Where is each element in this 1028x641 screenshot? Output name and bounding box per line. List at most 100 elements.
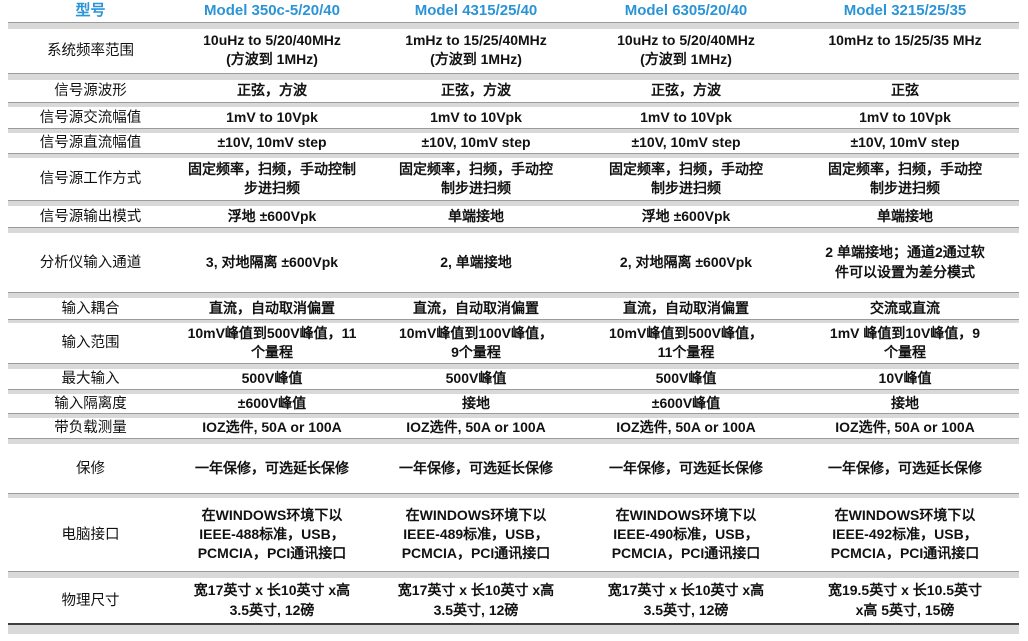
spec-cell: 1mV to 10Vpk xyxy=(226,108,318,125)
row-label: 信号源工作方式 xyxy=(39,171,142,187)
row-separator xyxy=(8,389,1019,394)
table-header-row: 型号 Model 350c-5/20/40 Model 4315/25/40 M… xyxy=(8,0,1019,22)
row-separator xyxy=(8,292,1019,298)
spec-row: 信号源波形 正弦，方波 正弦，方波 正弦，方波 正弦 xyxy=(8,80,1019,102)
spec-cell: ±600V峰值 xyxy=(237,394,307,411)
spec-row: 输入耦合 直流，自动取消偏置 直流，自动取消偏置 直流，自动取消偏置 交流或直流 xyxy=(8,298,1019,319)
row-label: 系统频率范围 xyxy=(47,43,134,59)
spec-cell: 10uHz to 5/20/40MHz (方波到 1MHz) xyxy=(617,32,755,68)
spec-row: 分析仪输入通道 3, 对地隔离 ±600Vpk 2, 单端接地 2, 对地隔离 ±60… xyxy=(8,233,1019,292)
spec-cell: 1mV to 10Vpk xyxy=(430,108,522,125)
spec-cell: 一年保修，可选延长保修 xyxy=(828,459,982,476)
spec-cell: 3, 对地隔离 ±600Vpk xyxy=(205,253,339,270)
spec-cell: ±10V, 10mV step xyxy=(850,134,960,151)
row-label: 信号源交流幅值 xyxy=(39,109,142,126)
row-separator xyxy=(8,227,1019,233)
row-separator xyxy=(8,363,1019,369)
spec-cell: 单端接地 xyxy=(877,207,933,224)
row-label: 输入耦合 xyxy=(61,300,120,317)
spec-cell: IOZ选件, 50A or 100A xyxy=(406,419,546,436)
spec-cell: 固定频率，扫频，手动控 制步进扫频 xyxy=(828,160,982,196)
row-label: 带负载测量 xyxy=(54,420,127,436)
row-separator xyxy=(8,153,1019,158)
spec-cell: 1mV to 10Vpk xyxy=(640,108,732,125)
row-label: 保修 xyxy=(76,460,105,477)
spec-cell: 500V峰值 xyxy=(655,370,717,387)
spec-cell: 一年保修，可选延长保修 xyxy=(609,459,763,476)
spec-row: 最大输入 500V峰值 500V峰值 500V峰值 10V峰值 xyxy=(8,369,1019,389)
spec-row: 信号源工作方式 固定频率，扫频，手动控制 步进扫频 固定频率，扫频，手动控 制步进扫… xyxy=(8,158,1019,200)
spec-cell: 2, 对地隔离 ±600Vpk xyxy=(619,253,753,270)
row-separator xyxy=(8,22,1019,29)
spec-cell: 正弦，方波 xyxy=(237,82,307,99)
spec-cell: 在WINDOWS环境下以 IEEE-490标准，USB， PCMCIA，PCI通… xyxy=(611,506,761,562)
spec-row: 系统频率范围 10uHz to 5/20/40MHz (方波到 1MHz) 1mHz… xyxy=(8,29,1019,73)
table-body: 系统频率范围 10uHz to 5/20/40MHz (方波到 1MHz) 1mHz… xyxy=(8,29,1019,623)
spec-row: 保修 一年保修，可选延长保修 一年保修，可选延长保修 一年保修，可选延长保修 一年保修，… xyxy=(8,444,1019,493)
spec-cell: 正弦，方波 xyxy=(441,82,511,99)
spec-cell: 直流，自动取消偏置 xyxy=(209,299,335,316)
row-separator xyxy=(8,571,1019,578)
spec-row: 信号源直流幅值 ±10V, 10mV step ±10V, 10mV step ±10… xyxy=(8,133,1019,153)
spec-cell: 在WINDOWS环境下以 IEEE-489标准，USB， PCMCIA，PCI通… xyxy=(401,506,551,562)
spec-cell: 接地 xyxy=(891,394,919,411)
spec-cell: 单端接地 xyxy=(448,207,504,224)
spec-cell: 一年保修，可选延长保修 xyxy=(195,459,349,476)
row-label: 输入范围 xyxy=(61,335,120,351)
spec-cell: 2, 单端接地 xyxy=(440,253,512,270)
row-label: 信号源输出模式 xyxy=(39,208,142,225)
spec-row: 带负载测量 IOZ选件, 50A or 100A IOZ选件, 50A or 100… xyxy=(8,418,1019,438)
row-label: 信号源直流幅值 xyxy=(39,135,142,151)
spec-cell: 10mV峰值到500V峰值， 11个量程 xyxy=(608,324,764,360)
spec-cell: 500V峰值 xyxy=(445,370,507,387)
spec-cell: IOZ选件, 50A or 100A xyxy=(202,419,342,436)
spec-row: 信号源输出模式 浮地 ±600Vpk 单端接地 浮地 ±600Vpk 单端接地 xyxy=(8,206,1019,227)
spec-cell: 浮地 ±600Vpk xyxy=(641,207,731,224)
spec-cell: 正弦，方波 xyxy=(651,82,721,99)
row-separator xyxy=(8,128,1019,133)
row-separator xyxy=(8,493,1019,498)
spec-row: 物理尺寸 宽17英寸 x 长10英寸 x高 3.5英寸, 12磅 宽17英寸 x 长… xyxy=(8,578,1019,623)
spec-cell: 2 单端接地；通道2通过软 件可以设置为差分模式 xyxy=(825,244,985,280)
spec-cell: 正弦 xyxy=(891,82,919,99)
row-separator xyxy=(8,102,1019,107)
spec-row: 输入范围 10mV峰值到500V峰值，11 个量程 10mV峰值到100V峰值， 9… xyxy=(8,323,1019,363)
spec-cell: 接地 xyxy=(462,394,490,411)
row-separator xyxy=(8,200,1019,206)
row-separator xyxy=(8,438,1019,444)
row-label: 最大输入 xyxy=(61,371,120,387)
table-bottom-border xyxy=(8,623,1019,625)
spec-cell: 宽19.5英寸 x 长10.5英寸 x高 5英寸, 15磅 xyxy=(827,582,983,618)
spec-cell: ±10V, 10mV step xyxy=(631,134,741,151)
spec-cell: ±10V, 10mV step xyxy=(421,134,531,151)
row-label: 输入隔离度 xyxy=(54,395,127,412)
spec-cell: 500V峰值 xyxy=(241,370,303,387)
row-label: 信号源波形 xyxy=(54,83,127,99)
spec-cell: 固定频率，扫频，手动控 制步进扫频 xyxy=(609,160,763,196)
column-header-type: 型号 xyxy=(75,1,106,19)
row-label: 电脑接口 xyxy=(61,526,120,543)
row-separator xyxy=(8,413,1019,418)
spec-cell: ±10V, 10mV step xyxy=(217,134,327,151)
spec-cell: 直流，自动取消偏置 xyxy=(413,299,539,316)
spec-cell: 1mHz to 15/25/40MHz (方波到 1MHz) xyxy=(405,32,547,68)
spec-cell: 固定频率，扫频，手动控 制步进扫频 xyxy=(399,160,553,196)
spec-cell: IOZ选件, 50A or 100A xyxy=(616,419,756,436)
spec-cell: 1mV to 10Vpk xyxy=(859,108,951,125)
column-header-model-350c: Model 350c-5/20/40 xyxy=(204,1,340,19)
spec-cell: 一年保修，可选延长保修 xyxy=(399,459,553,476)
spec-cell: 宽17英寸 x 长10英寸 x高 3.5英寸, 12磅 xyxy=(193,582,351,618)
spec-cell: 1mV 峰值到10V峰值，9 个量程 xyxy=(829,324,981,360)
spec-row: 电脑接口 在WINDOWS环境下以 IEEE-488标准，USB， PCMCIA，… xyxy=(8,498,1019,571)
spec-cell: ±600V峰值 xyxy=(651,394,721,411)
spec-cell: 固定频率，扫频，手动控制 步进扫频 xyxy=(188,160,356,196)
spec-cell: 浮地 ±600Vpk xyxy=(227,207,317,224)
model-comparison-table: 型号 Model 350c-5/20/40 Model 4315/25/40 M… xyxy=(8,0,1019,634)
spec-cell: 宽17英寸 x 长10英寸 x高 3.5英寸, 12磅 xyxy=(607,582,765,618)
row-label: 分析仪输入通道 xyxy=(39,254,142,271)
column-header-model-3215: Model 3215/25/35 xyxy=(843,1,967,19)
spec-cell: 交流或直流 xyxy=(870,299,940,316)
spec-cell: 10mV峰值到100V峰值， 9个量程 xyxy=(398,324,554,360)
row-separator xyxy=(8,73,1019,80)
